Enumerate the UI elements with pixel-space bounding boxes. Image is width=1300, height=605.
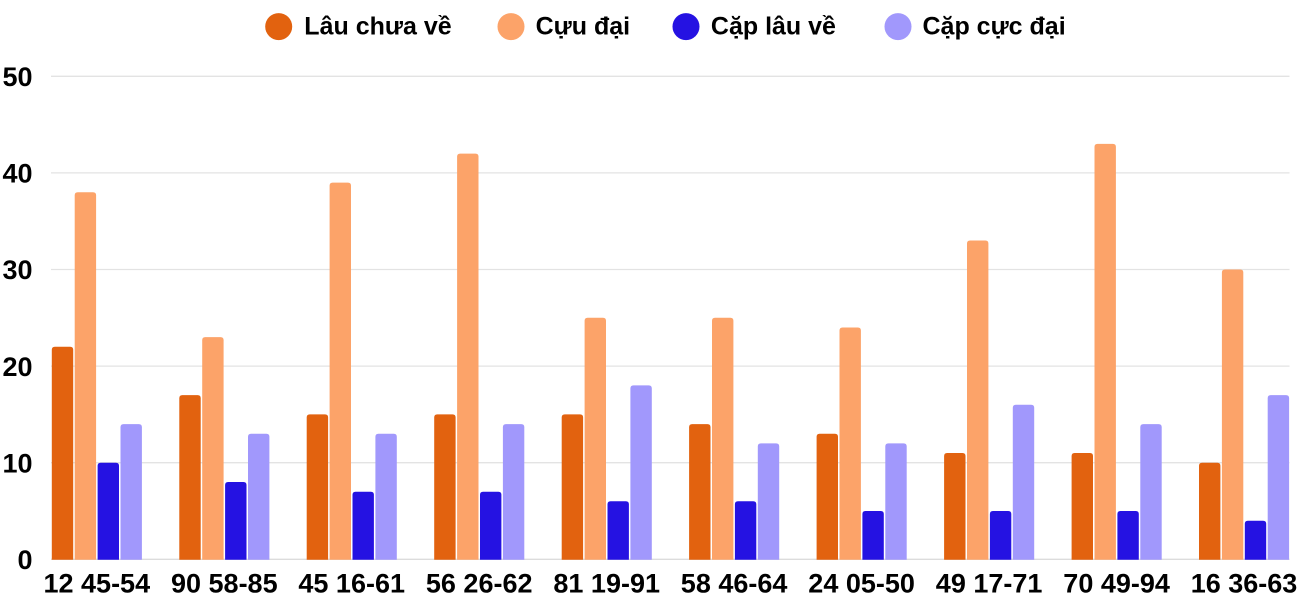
svg-text:90 58-85: 90 58-85 — [171, 569, 278, 599]
svg-text:81 19-91: 81 19-91 — [553, 569, 660, 599]
svg-text:0: 0 — [17, 545, 32, 575]
svg-text:30: 30 — [2, 255, 32, 285]
svg-text:56 26-62: 56 26-62 — [426, 569, 533, 599]
svg-text:49 17-71: 49 17-71 — [936, 569, 1043, 599]
svg-text:58 46-64: 58 46-64 — [681, 569, 788, 599]
svg-text:50: 50 — [2, 62, 32, 92]
svg-text:45 16-61: 45 16-61 — [298, 569, 405, 599]
svg-text:70 49-94: 70 49-94 — [1063, 569, 1170, 599]
svg-text:40: 40 — [2, 159, 32, 189]
svg-text:Lâu chưa về: Lâu chưa về — [304, 13, 451, 41]
svg-text:12 45-54: 12 45-54 — [44, 569, 151, 599]
svg-text:Cặp lâu về: Cặp lâu về — [711, 13, 836, 41]
svg-text:24 05-50: 24 05-50 — [808, 569, 915, 599]
svg-text:Cặp cực đại: Cặp cực đại — [923, 13, 1066, 41]
svg-text:16 36-63: 16 36-63 — [1191, 569, 1298, 599]
svg-text:Cựu đại: Cựu đại — [536, 13, 631, 41]
svg-text:20: 20 — [2, 352, 32, 382]
svg-text:10: 10 — [2, 448, 32, 478]
